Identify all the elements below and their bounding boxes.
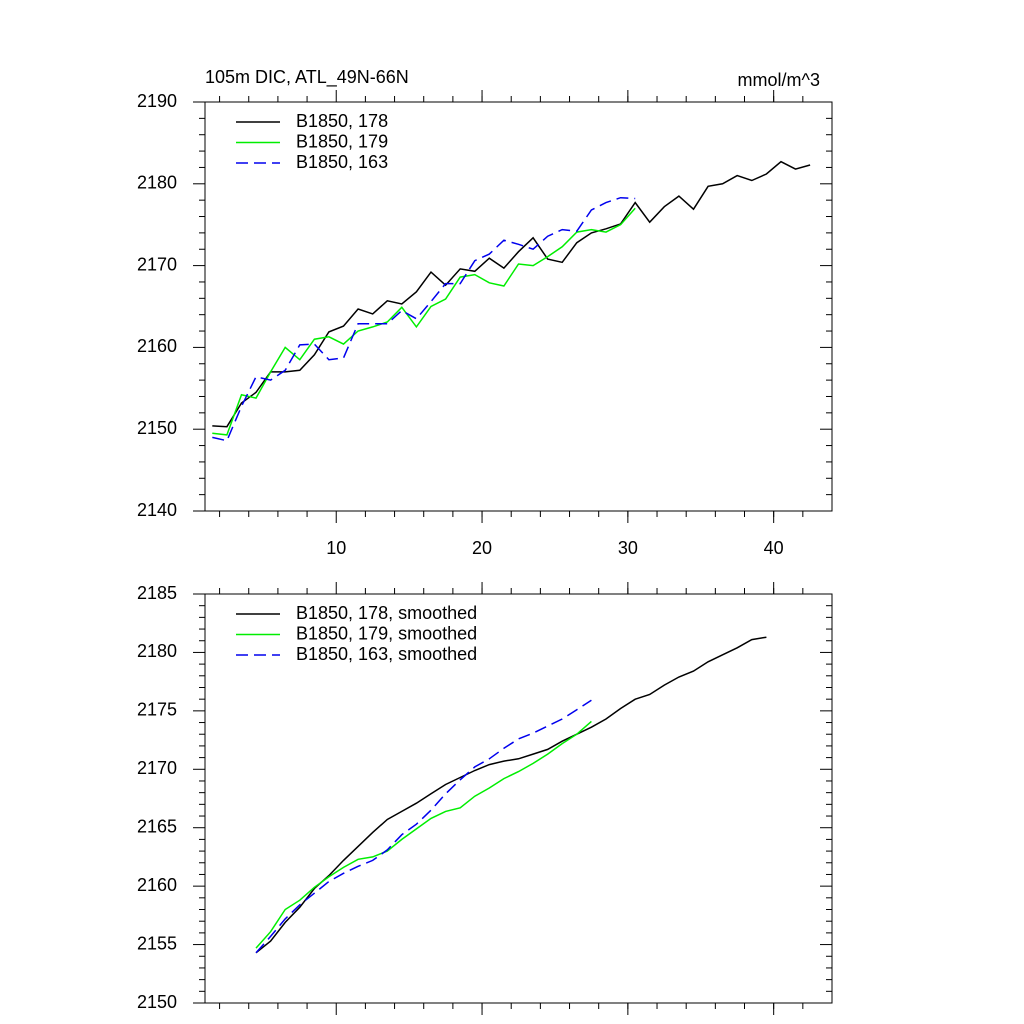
- legend-label: B1850, 163: [296, 152, 388, 172]
- y-tick-label: 2160: [137, 875, 177, 895]
- x-tick-label: 40: [764, 538, 784, 558]
- legend-label: B1850, 179, smoothed: [296, 623, 477, 643]
- y-tick-label: 2160: [137, 336, 177, 356]
- series-line: [212, 207, 636, 436]
- x-tick-label: 10: [326, 538, 346, 558]
- x-tick-label: 30: [618, 538, 638, 558]
- chart-title: 105m DIC, ATL_49N-66N: [205, 67, 409, 88]
- y-tick-label: 2180: [137, 173, 177, 193]
- y-tick-label: 2140: [137, 500, 177, 520]
- y-tick-label: 2155: [137, 933, 177, 953]
- y-tick-label: 2175: [137, 700, 177, 720]
- y-tick-label: 2170: [137, 254, 177, 274]
- series-line: [212, 160, 811, 428]
- series-line: [255, 720, 592, 949]
- y-tick-label: 2150: [137, 992, 177, 1012]
- y-tick-label: 2150: [137, 418, 177, 438]
- y-tick-label: 2185: [137, 583, 177, 603]
- legend-label: B1850, 179: [296, 131, 388, 151]
- plot-frame: [204, 101, 833, 512]
- legend-label: B1850, 178, smoothed: [296, 603, 477, 623]
- y-tick-label: 2180: [137, 641, 177, 661]
- series-line: [255, 699, 592, 954]
- x-tick-label: 20: [472, 538, 492, 558]
- legend-label: B1850, 163, smoothed: [296, 644, 477, 664]
- series-line: [255, 636, 767, 954]
- plot-frame: [204, 593, 833, 1004]
- units-label: mmol/m^3: [738, 70, 820, 90]
- legend-label: B1850, 178: [296, 111, 388, 131]
- y-tick-label: 2165: [137, 816, 177, 836]
- y-tick-label: 2170: [137, 758, 177, 778]
- series-line: [212, 196, 636, 442]
- y-tick-label: 2190: [137, 91, 177, 111]
